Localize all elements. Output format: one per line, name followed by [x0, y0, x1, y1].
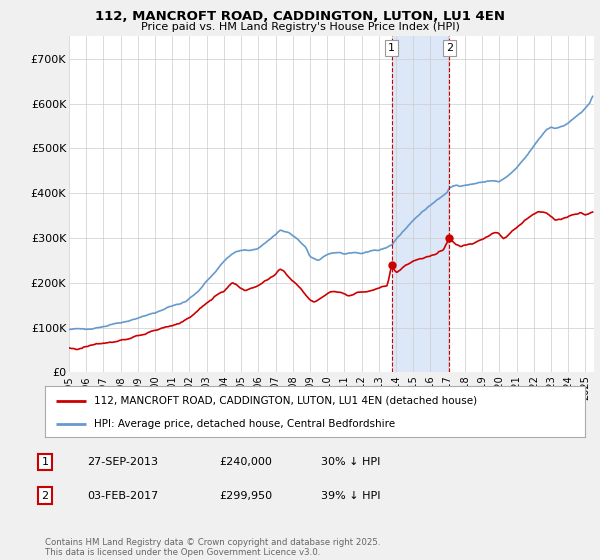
Text: Price paid vs. HM Land Registry's House Price Index (HPI): Price paid vs. HM Land Registry's House …	[140, 22, 460, 32]
Text: £240,000: £240,000	[219, 457, 272, 467]
Text: 112, MANCROFT ROAD, CADDINGTON, LUTON, LU1 4EN: 112, MANCROFT ROAD, CADDINGTON, LUTON, L…	[95, 10, 505, 23]
Text: 03-FEB-2017: 03-FEB-2017	[87, 491, 158, 501]
Text: 2: 2	[446, 43, 453, 53]
Text: 2: 2	[41, 491, 49, 501]
Bar	[392, 36, 449, 372]
Text: £299,950: £299,950	[219, 491, 272, 501]
Text: 1: 1	[41, 457, 49, 467]
Text: HPI: Average price, detached house, Central Bedfordshire: HPI: Average price, detached house, Cent…	[94, 419, 395, 429]
Text: 27-SEP-2013: 27-SEP-2013	[87, 457, 158, 467]
Text: 39% ↓ HPI: 39% ↓ HPI	[321, 491, 380, 501]
Text: Contains HM Land Registry data © Crown copyright and database right 2025.
This d: Contains HM Land Registry data © Crown c…	[45, 538, 380, 557]
Text: 1: 1	[388, 43, 395, 53]
Text: 112, MANCROFT ROAD, CADDINGTON, LUTON, LU1 4EN (detached house): 112, MANCROFT ROAD, CADDINGTON, LUTON, L…	[94, 395, 477, 405]
Text: 30% ↓ HPI: 30% ↓ HPI	[321, 457, 380, 467]
